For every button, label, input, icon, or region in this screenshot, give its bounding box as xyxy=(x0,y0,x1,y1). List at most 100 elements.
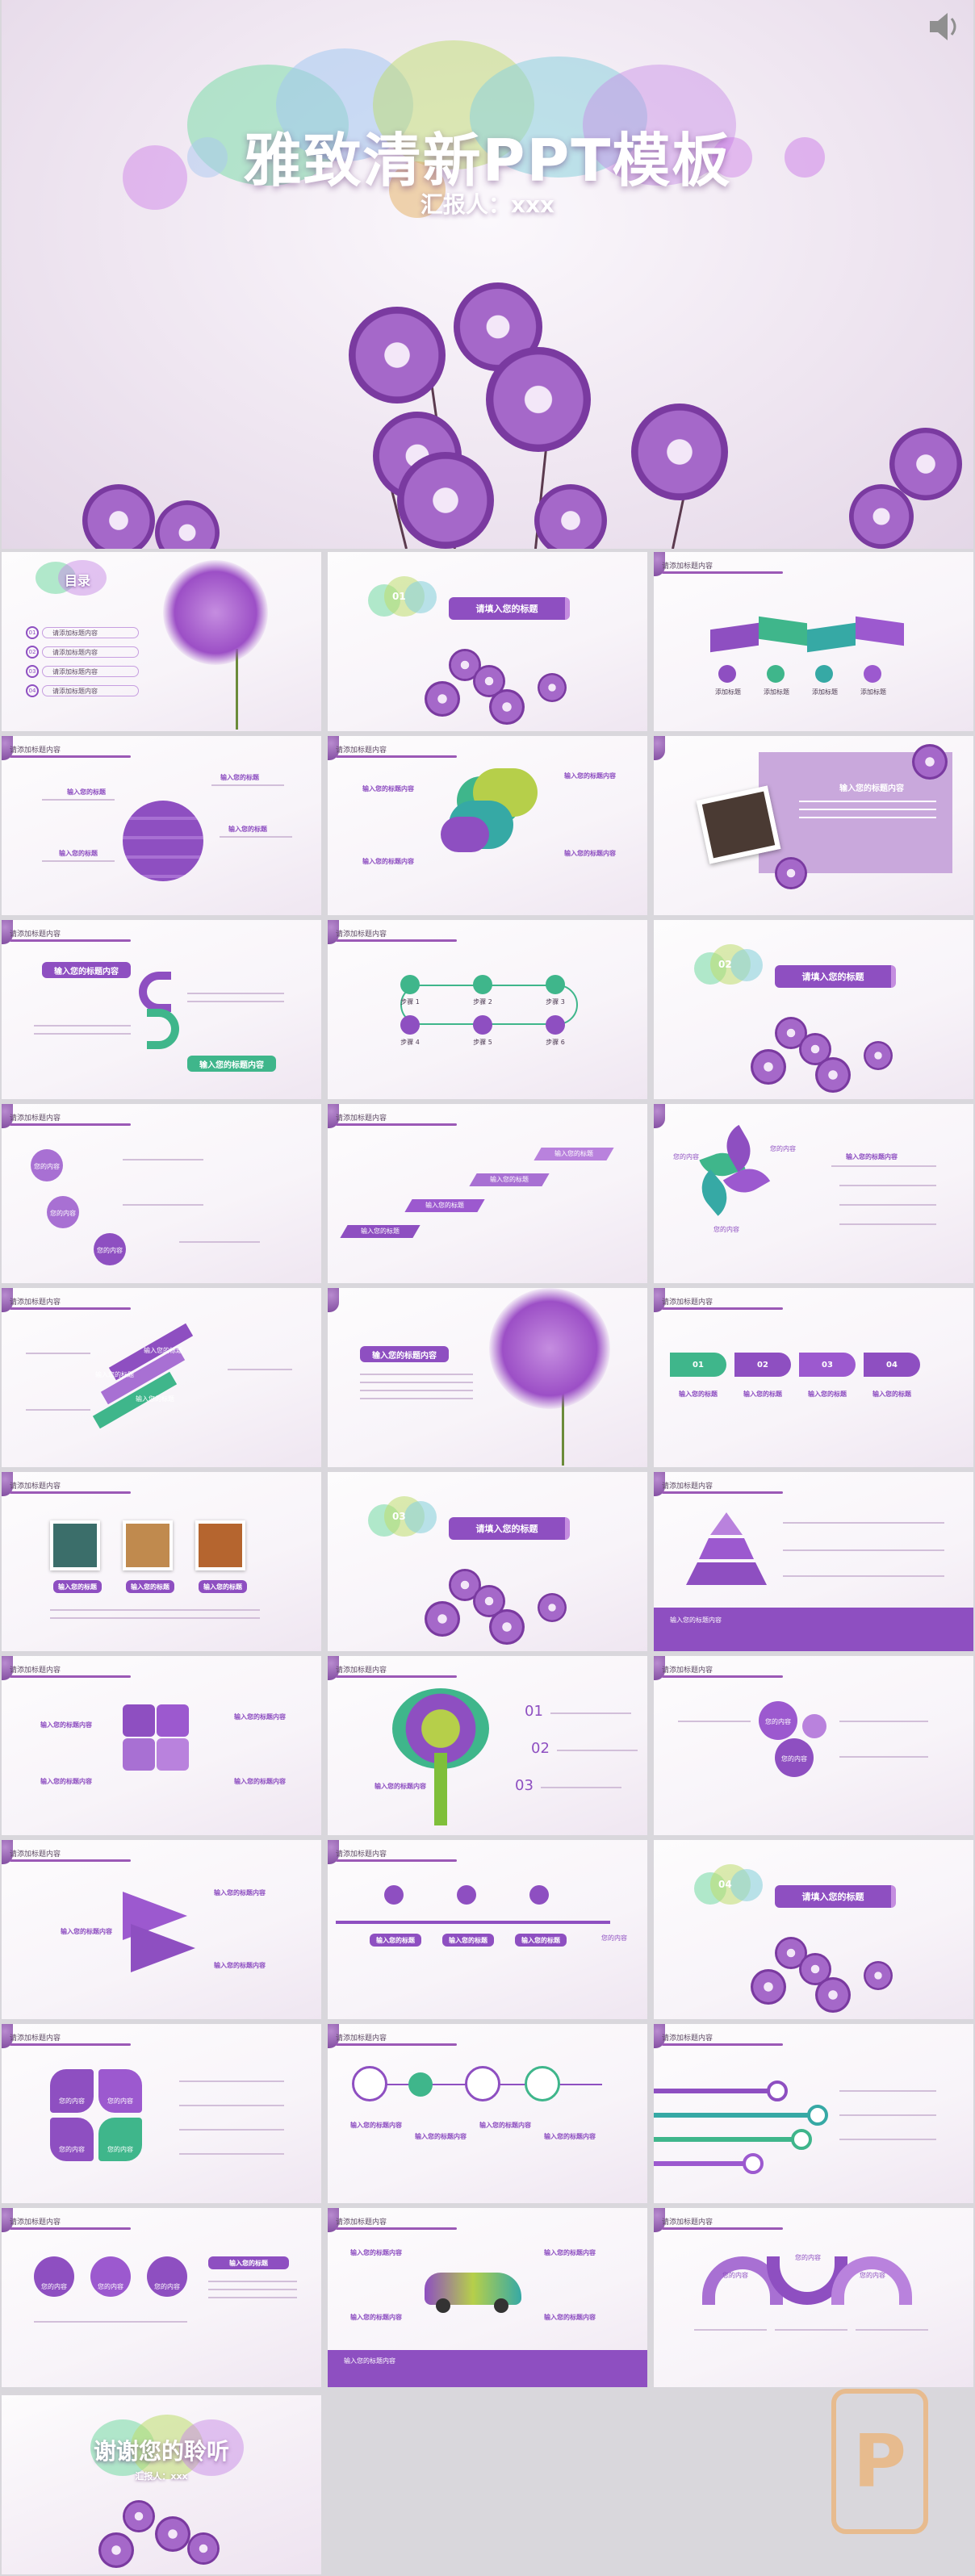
header-underline xyxy=(336,1675,457,1678)
slide-thanks[interactable]: 谢谢您的聆听 汇报人：xxx xyxy=(2,2395,321,2574)
slide-triangle[interactable]: 请添加标题内容 输入您的标题内容 输入您的标题内容 输入您的标题内容 xyxy=(2,1840,321,2019)
slide-toc[interactable]: 目录 01 请添加标题内容 02 请添加标题内容 03 请添加标题内容 04 请… xyxy=(2,552,321,731)
flower xyxy=(538,1593,567,1622)
arrow-step-label: 输入您的标题 xyxy=(679,1390,718,1398)
toc-item[interactable]: 01 请添加标题内容 xyxy=(26,626,139,639)
step-icon xyxy=(400,1015,420,1035)
timeline-label: 输入您的标题 xyxy=(370,1934,421,1947)
slide-pipes[interactable]: 请添加标题内容 xyxy=(654,2024,973,2203)
flower xyxy=(864,1961,893,1990)
corner-leaf xyxy=(2,736,13,760)
arrow-label-pill[interactable]: 输入您的标题内容 xyxy=(187,1056,276,1072)
slide-puzzle[interactable]: 请添加标题内容 输入您的标题内容 输入您的标题内容 输入您的标题内容 输入您的标… xyxy=(2,1656,321,1835)
cover-bubble xyxy=(470,56,647,178)
section-title-pill[interactable]: 请填入您的标题 xyxy=(449,1517,570,1540)
ribbon-segment xyxy=(807,622,856,653)
slide-connected-circles[interactable]: 请添加标题内容 输入您的标题内容 输入您的标题内容 输入您的标题内容 输入您的标… xyxy=(328,2024,647,2203)
slide-photo-frame[interactable]: 输入您的标题内容 xyxy=(654,736,973,915)
icon-tile-label: 您的内容 xyxy=(59,2097,85,2105)
slide-tree[interactable]: 请添加标题内容 01 02 03 输入您的标题内容 xyxy=(328,1656,647,1835)
slide-globe[interactable]: 请添加标题内容 输入您的标题 输入您的标题 输入您的标题 输入您的标题 xyxy=(2,736,321,915)
toc-number: 01 xyxy=(26,626,39,639)
slide-content-circles[interactable]: 请添加标题内容 您的内容 您的内容 您的内容 xyxy=(2,1104,321,1283)
cover-bubble xyxy=(785,137,825,178)
footer-band xyxy=(654,1608,973,1651)
slide-arrows[interactable]: 请添加标题内容 输入您的标题内容 输入您的标题内容 xyxy=(2,920,321,1099)
slide-dandelion[interactable]: 输入您的标题内容 xyxy=(328,1288,647,1467)
header-underline xyxy=(336,1859,457,1862)
speaker-icon[interactable] xyxy=(923,6,964,47)
photo-thumbnail xyxy=(50,1520,100,1570)
slide-photos[interactable]: 请添加标题内容 输入您的标题 输入您的标题 输入您的标题 xyxy=(2,1472,321,1651)
pipe xyxy=(654,2089,775,2093)
puzzle-piece xyxy=(157,1738,189,1771)
slide-ribbon-steps[interactable]: 请添加标题内容 添加标题 添加标题 添加标题 添加标题 xyxy=(654,552,973,731)
step-icon xyxy=(767,665,785,683)
orbit-circle xyxy=(759,1701,797,1740)
photo-image xyxy=(701,791,776,859)
ribbon-segment xyxy=(759,616,807,646)
slide-wave[interactable]: 请添加标题内容 您的内容 您的内容 您的内容 xyxy=(654,2208,973,2387)
circle-caption: 输入您的标题内容 xyxy=(479,2122,531,2129)
section-title-pill[interactable]: 请填入您的标题 xyxy=(449,597,570,620)
cover-bubble xyxy=(187,137,228,178)
slide-header: 请添加标题内容 xyxy=(10,930,61,939)
step-icon xyxy=(400,975,420,994)
toc-number: 04 xyxy=(26,684,39,697)
slide-pyramid[interactable]: 请添加标题内容 输入您的标题内容 xyxy=(654,1472,973,1651)
toc-item[interactable]: 02 请添加标题内容 xyxy=(26,646,139,659)
tree-label: 输入您的标题内容 xyxy=(375,1783,426,1790)
icon-tile xyxy=(50,2069,94,2113)
panel-title-pill[interactable]: 输入您的标题内容 xyxy=(360,1346,449,1362)
header-underline xyxy=(336,2227,457,2230)
flower xyxy=(425,1601,460,1637)
slide-header: 请添加标题内容 xyxy=(336,1850,387,1859)
stair-label: 输入您的标题 xyxy=(361,1227,400,1235)
icon-tile xyxy=(50,2118,94,2161)
slide-header: 请添加标题内容 xyxy=(10,1850,61,1859)
slide-icon-grid[interactable]: 请添加标题内容 您的内容 您的内容 您的内容 您的内容 xyxy=(2,2024,321,2203)
slide-timeline[interactable]: 请添加标题内容 输入您的标题 输入您的标题 输入您的标题 您的内容 xyxy=(328,1840,647,2019)
slide-section-02[interactable]: 02 请填入您的标题 xyxy=(654,920,973,1099)
slide-section-04[interactable]: 04 请填入您的标题 xyxy=(654,1840,973,2019)
slide-pencil[interactable]: 请添加标题内容 输入您的标题 输入您的标题 输入您的标题 xyxy=(2,1288,321,1467)
icon-tile xyxy=(98,2118,142,2161)
slide-steps-path[interactable]: 请添加标题内容 步骤 1 步骤 2 步骤 3 步骤 4 步骤 5 步骤 6 xyxy=(328,920,647,1099)
corner-leaf xyxy=(328,920,339,944)
icon-tile-label: 您的内容 xyxy=(107,2146,133,2153)
slide-header: 请添加标题内容 xyxy=(10,1482,61,1491)
text-line xyxy=(799,817,936,818)
step-icon xyxy=(718,665,736,683)
stair-label: 输入您的标题 xyxy=(425,1202,464,1209)
slide-section-03[interactable]: 03 请填入您的标题 xyxy=(328,1472,647,1651)
header-underline xyxy=(336,2043,457,2046)
arrow-label-pill[interactable]: 输入您的标题内容 xyxy=(42,962,131,978)
slide-speech-bubbles[interactable]: 请添加标题内容 输入您的标题内容 输入您的标题内容 输入您的标题内容 输入您的标… xyxy=(328,736,647,915)
flower xyxy=(538,673,567,702)
slide-car[interactable]: 请添加标题内容 输入您的标题内容 输入您的标题内容 输入您的标题内容 输入您的标… xyxy=(328,2208,647,2387)
slide-pinwheel[interactable]: 您的内容 您的内容 您的内容 输入您的标题内容 xyxy=(654,1104,973,1283)
triangle-label: 输入您的标题内容 xyxy=(61,1928,112,1935)
slide-section-01[interactable]: 01 请填入您的标题 xyxy=(328,552,647,731)
flower xyxy=(82,484,155,549)
toc-item[interactable]: 03 请添加标题内容 xyxy=(26,665,139,678)
pencil-label: 输入您的标题 xyxy=(136,1395,174,1403)
connected-circle xyxy=(408,2072,433,2097)
cover-slide[interactable]: 雅致清新PPT模板 汇报人：xxx xyxy=(2,0,973,549)
slide-header: 请添加标题内容 xyxy=(10,1114,61,1123)
slide-orbit-circles[interactable]: 请添加标题内容 您的内容 您的内容 xyxy=(654,1656,973,1835)
slide-stairs[interactable]: 请添加标题内容 输入您的标题 输入您的标题 输入您的标题 输入您的标题 xyxy=(328,1104,647,1283)
section-title-pill[interactable]: 请填入您的标题 xyxy=(775,1885,896,1908)
tree-trunk xyxy=(434,1753,447,1825)
section-title-pill[interactable]: 请填入您的标题 xyxy=(775,965,896,988)
slide-header: 请添加标题内容 xyxy=(662,1666,713,1675)
icon-tile-label: 您的内容 xyxy=(59,2146,85,2153)
text-line xyxy=(678,1721,751,1722)
slide-icon-circles[interactable]: 请添加标题内容 您的内容 您的内容 您的内容 输入您的标题 xyxy=(2,2208,321,2387)
slide-numbered-arrows[interactable]: 请添加标题内容 01 02 03 04 输入您的标题 输入您的标题 输入您的标题… xyxy=(654,1288,973,1467)
arrow-step: 01 xyxy=(670,1353,726,1377)
toc-item[interactable]: 04 请添加标题内容 xyxy=(26,684,139,697)
corner-leaf xyxy=(654,1656,665,1680)
text-line xyxy=(694,2329,767,2331)
globe-label: 输入您的标题 xyxy=(67,788,106,796)
